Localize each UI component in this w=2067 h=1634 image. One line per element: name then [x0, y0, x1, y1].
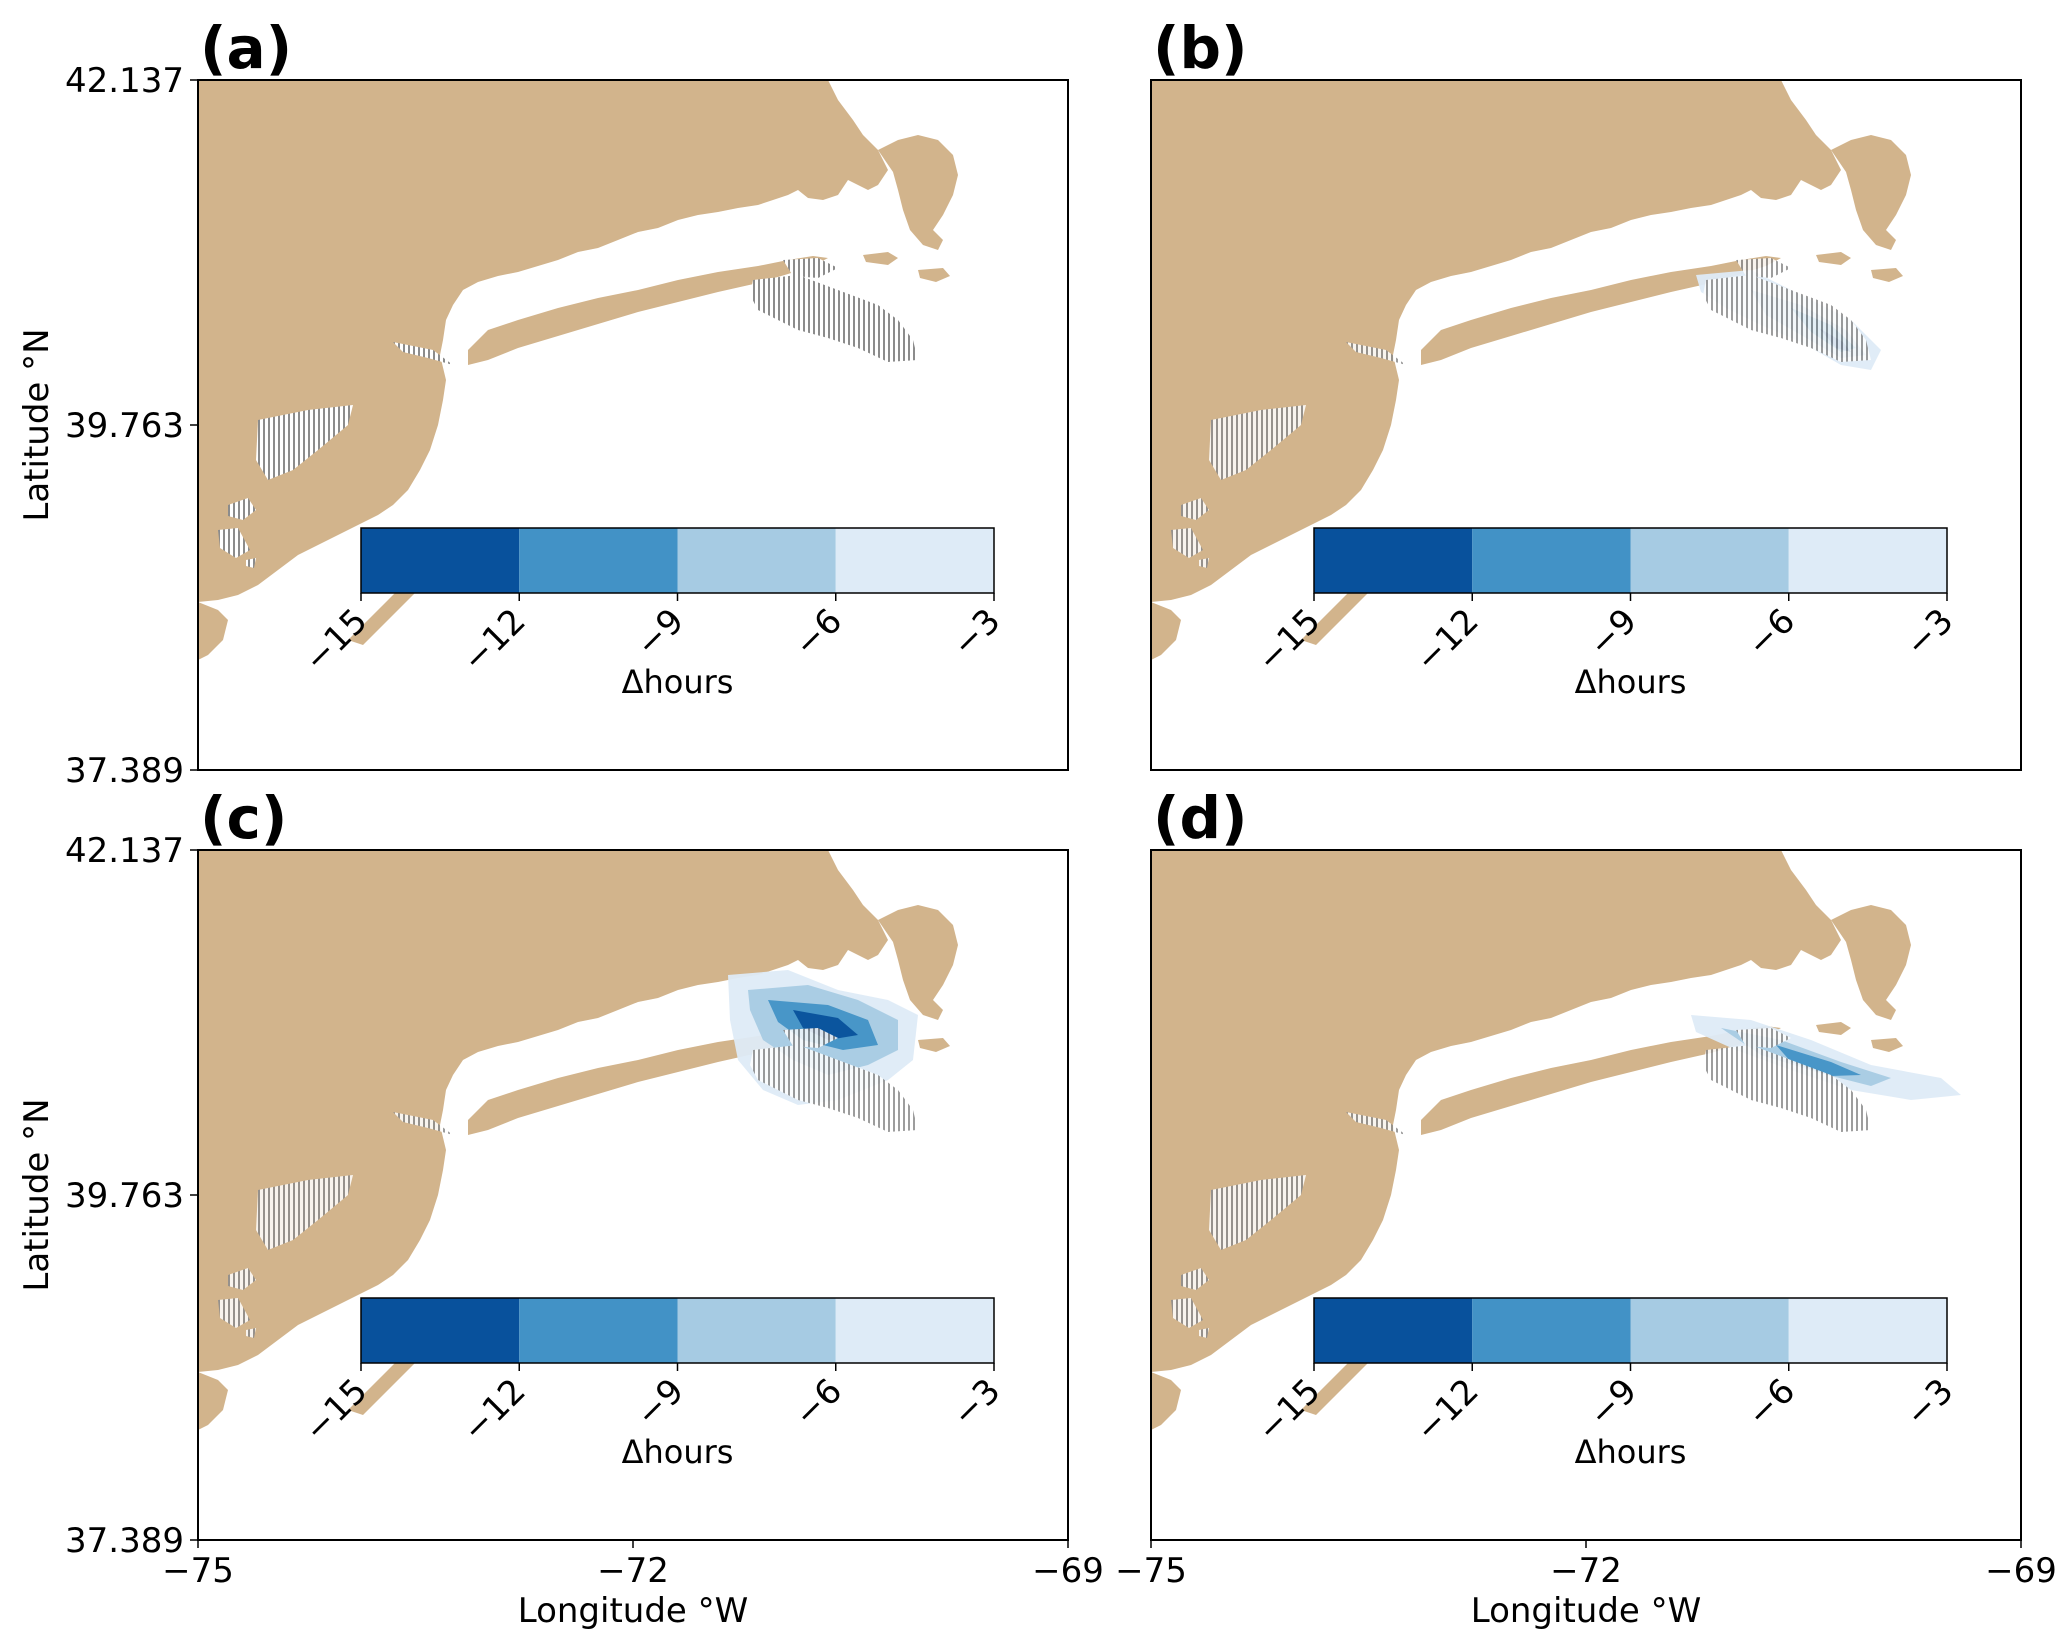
colorbar-segment — [361, 1298, 520, 1363]
panel-label: (c) — [200, 784, 287, 852]
colorbar-segment — [1788, 528, 1947, 593]
x-tick-label: −69 — [1985, 1551, 2057, 1591]
colorbar-segment — [361, 528, 520, 593]
colorbar-segment — [835, 1298, 994, 1363]
map-content — [1151, 850, 2021, 1540]
x-tick-label: −72 — [1550, 1551, 1622, 1591]
map-content — [1151, 80, 2021, 770]
panels-root: (a)−15 −12 −9 −6 −3Δhours42.13739.76337.389L… — [17, 14, 2057, 1631]
colorbar-segment — [1472, 528, 1631, 593]
panel-label: (a) — [200, 14, 292, 82]
x-tick-label: −72 — [597, 1551, 669, 1591]
colorbar-segment — [677, 1298, 836, 1363]
map-panel-a: (a)−15 −12 −9 −6 −3Δhours42.13739.76337.389L… — [17, 14, 1069, 791]
x-axis-title: Longitude °W — [1471, 1591, 1702, 1631]
x-tick-label: −75 — [162, 1551, 234, 1591]
y-tick-label: 42.137 — [65, 61, 184, 101]
y-tick-label: 37.389 — [65, 1521, 184, 1561]
map-frame — [1150, 79, 2022, 771]
map-panel-c: (c)−15 −12 −9 −6 −3Δhours42.13739.76337.389L… — [17, 784, 1104, 1631]
x-tick-label: −75 — [1115, 1551, 1187, 1591]
colorbar-segment — [519, 1298, 678, 1363]
colorbar-segment — [1630, 1298, 1789, 1363]
map-content — [198, 80, 1068, 770]
colorbar-segment — [519, 528, 678, 593]
colorbar-segment — [1788, 1298, 1947, 1363]
x-axis-title: Longitude °W — [518, 1591, 749, 1631]
colorbar-label: Δhours — [1575, 1433, 1687, 1471]
anomaly-contour — [1776, 1045, 1861, 1076]
anomaly-contour — [793, 1010, 858, 1040]
y-axis-title: Latitude °N — [17, 1098, 57, 1291]
y-axis-title: Latitude °N — [17, 328, 57, 521]
colorbar-segment — [1314, 1298, 1473, 1363]
map-content — [198, 850, 1068, 1540]
panel-label: (b) — [1153, 14, 1248, 82]
colorbar-label: Δhours — [622, 1433, 734, 1471]
colorbar-segment — [1472, 1298, 1631, 1363]
colorbar-label: Δhours — [622, 663, 734, 701]
colorbar-label: Δhours — [1575, 663, 1687, 701]
y-tick-label: 39.763 — [65, 1176, 184, 1216]
colorbar-segment — [835, 528, 994, 593]
x-tick-label: −69 — [1032, 1551, 1104, 1591]
colorbar-segment — [677, 528, 836, 593]
colorbar-segment — [1630, 528, 1789, 593]
y-tick-label: 42.137 — [65, 831, 184, 871]
colorbar-segment — [1314, 528, 1473, 593]
y-tick-label: 37.389 — [65, 751, 184, 791]
panel-label: (d) — [1153, 784, 1248, 852]
y-tick-label: 39.763 — [65, 406, 184, 446]
